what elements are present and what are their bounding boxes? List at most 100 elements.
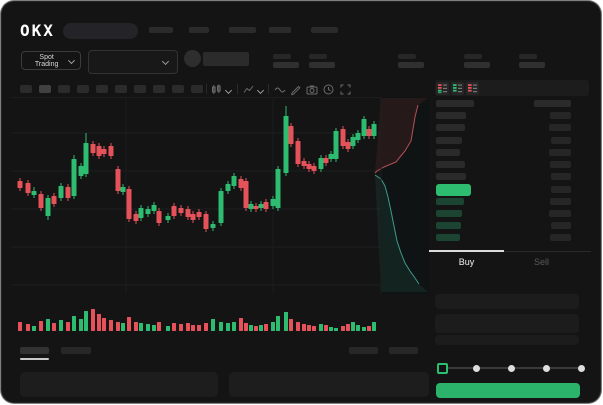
volume-bar	[127, 317, 131, 331]
volume-bar	[226, 323, 230, 331]
volume-bar	[259, 325, 263, 331]
bid-row-amount[interactable]	[549, 210, 571, 217]
orderbook-view-asks-icon[interactable]	[466, 82, 479, 95]
timeframe-button[interactable]	[39, 85, 51, 93]
slider-step-dot[interactable]	[473, 365, 480, 372]
nav-item-placeholder[interactable]	[311, 27, 338, 33]
timeframe-button[interactable]	[77, 85, 89, 93]
chart-type-icon[interactable]	[211, 84, 222, 95]
stat-label-placeholder	[273, 54, 291, 59]
nav-item-placeholder[interactable]	[269, 27, 291, 33]
chevron-down-icon	[161, 57, 170, 66]
orderbook-view-both-icon[interactable]	[436, 82, 449, 95]
orderbook-view-bids-icon[interactable]	[451, 82, 464, 95]
volume-bar	[152, 325, 156, 331]
bid-row-amount[interactable]	[550, 198, 571, 205]
volume-bar	[312, 326, 316, 331]
candle-body	[108, 146, 114, 156]
candle-body	[90, 144, 96, 153]
slider-handle-active[interactable]	[437, 363, 448, 374]
ask-row-price[interactable]	[436, 149, 460, 156]
bid-row-price[interactable]	[436, 222, 461, 229]
candle-body	[333, 131, 339, 159]
history-clock-icon[interactable]	[323, 84, 334, 95]
nav-item-placeholder[interactable]	[149, 27, 173, 33]
bid-row-price[interactable]	[436, 234, 460, 241]
ask-row-price[interactable]	[436, 124, 465, 131]
volume-bar	[46, 319, 50, 331]
depth-strip-background	[381, 97, 429, 294]
timeframe-button[interactable]	[191, 85, 203, 93]
volume-bar	[204, 323, 208, 331]
draw-pencil-icon[interactable]	[290, 84, 301, 96]
timeframe-button[interactable]	[115, 85, 127, 93]
slider-step-dot[interactable]	[543, 365, 550, 372]
bottom-range-button[interactable]	[349, 347, 378, 354]
search-bar[interactable]	[63, 23, 138, 39]
order-form-field[interactable]	[435, 314, 579, 333]
ask-row-amount[interactable]	[551, 137, 571, 144]
bottom-range-button[interactable]	[389, 347, 418, 354]
bottom-tab[interactable]	[61, 347, 91, 354]
timeframe-button[interactable]	[96, 85, 108, 93]
timeframe-button[interactable]	[153, 85, 165, 93]
ask-row-price[interactable]	[436, 137, 462, 144]
candle-body	[270, 199, 276, 206]
timeframe-button[interactable]	[58, 85, 70, 93]
candle-body	[96, 146, 102, 156]
bid-row-amount[interactable]	[551, 222, 571, 229]
candle-body	[101, 149, 107, 154]
ask-row-amount[interactable]	[550, 161, 571, 168]
bid-row-price[interactable]	[436, 210, 462, 217]
tab-buy[interactable]: Buy	[458, 257, 475, 267]
wave-tool-icon[interactable]	[274, 84, 286, 95]
volume-bar	[211, 319, 215, 331]
ask-row-amount[interactable]	[551, 173, 571, 180]
volume-bar	[302, 324, 306, 331]
camera-icon[interactable]	[306, 84, 318, 95]
candle-body	[210, 224, 216, 228]
stat-label-placeholder	[309, 54, 327, 59]
candle-body	[323, 158, 329, 163]
last-price-badge[interactable]	[436, 184, 471, 196]
nav-item-placeholder[interactable]	[189, 27, 209, 33]
toolbar-divider	[268, 84, 269, 94]
chevron-down-icon[interactable]	[256, 86, 265, 95]
bottom-tab-active[interactable]	[20, 347, 49, 354]
timeframe-button[interactable]	[134, 85, 146, 93]
okx-logo[interactable]: OKX	[20, 21, 55, 40]
volume-bar	[232, 322, 236, 331]
ask-row-price[interactable]	[436, 161, 465, 168]
buy-submit-button[interactable]	[436, 383, 580, 398]
market-type-dropdown[interactable]: Spot Trading	[21, 51, 81, 70]
bid-row-amount[interactable]	[550, 234, 571, 241]
volume-bar	[271, 322, 275, 331]
order-form-field[interactable]	[435, 335, 579, 345]
slider-step-dot[interactable]	[578, 365, 585, 372]
candlestick-chart[interactable]	[11, 97, 429, 294]
bottom-panel-right[interactable]	[229, 372, 429, 397]
bid-row-price[interactable]	[436, 198, 464, 205]
order-form-field[interactable]	[435, 294, 579, 309]
ask-row-amount[interactable]	[549, 149, 571, 156]
volume-bar	[197, 325, 201, 331]
timeframe-button[interactable]	[20, 85, 32, 93]
ask-row-amount[interactable]	[550, 112, 571, 119]
ask-row-price[interactable]	[436, 112, 466, 119]
nav-item-placeholder[interactable]	[229, 27, 256, 33]
toolbar-divider	[206, 84, 207, 94]
timeframe-button[interactable]	[172, 85, 184, 93]
fullscreen-icon[interactable]	[340, 84, 351, 95]
indicators-icon[interactable]	[243, 84, 254, 95]
slider-step-dot[interactable]	[508, 365, 515, 372]
ask-row-price[interactable]	[436, 173, 466, 180]
tab-sell[interactable]: Sell	[533, 257, 549, 267]
bottom-panel-left[interactable]	[20, 372, 218, 397]
pair-selector-dropdown[interactable]	[88, 50, 178, 74]
chevron-down-icon[interactable]	[224, 86, 233, 95]
ask-row-amount[interactable]	[549, 124, 571, 131]
stat-label-placeholder	[519, 54, 537, 59]
candle-body	[138, 208, 144, 218]
volume-bar	[254, 326, 258, 331]
